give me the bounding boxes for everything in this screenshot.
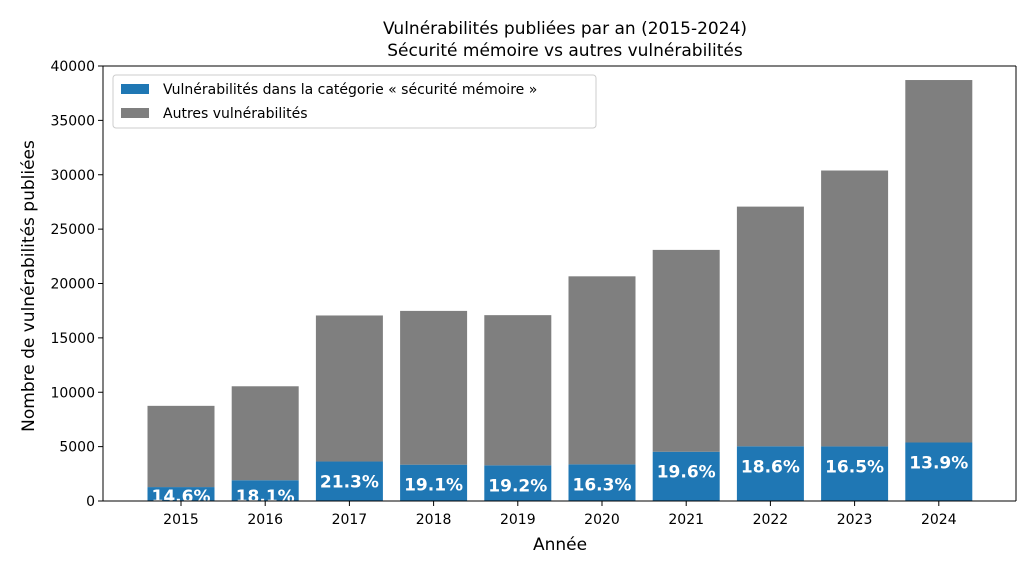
y-tick-label-35000: 35000 <box>50 113 95 129</box>
legend-swatch-1 <box>121 108 149 118</box>
bar-memory-safety-2020 <box>568 464 636 501</box>
bar-other-2016 <box>231 386 299 481</box>
y-tick-label-25000: 25000 <box>50 222 95 238</box>
bar-memory-safety-2019 <box>484 465 552 501</box>
x-axis-label: Année <box>533 535 587 555</box>
x-tick-label-2019: 2019 <box>500 512 536 528</box>
bar-other-2023 <box>821 170 889 447</box>
legend: Vulnérabilités dans la catégorie « sécur… <box>112 74 597 129</box>
bar-memory-safety-2018 <box>400 464 468 501</box>
bar-other-2015 <box>147 405 215 488</box>
bar-other-2021 <box>652 249 720 452</box>
legend-label-1: Autres vulnérabilités <box>163 106 308 122</box>
bar-memory-safety-2017 <box>315 461 383 501</box>
legend-swatch-0 <box>121 84 149 94</box>
bar-other-2018 <box>400 310 468 465</box>
x-tick-label-2015: 2015 <box>163 512 199 528</box>
percent-label-2023: 16.5% <box>825 457 884 477</box>
bar-memory-safety-2022 <box>736 446 804 501</box>
axes-layer: 0 5000 10000 15000 20000 25000 30000 35000 40000… <box>50 59 1017 528</box>
bar-memory-safety-2015 <box>147 487 215 501</box>
y-tick-label-5000: 5000 <box>59 440 95 456</box>
legend-label-0: Vulnérabilités dans la catégorie « sécur… <box>163 82 537 98</box>
bar-other-2019 <box>484 315 552 466</box>
bar-memory-safety-2021 <box>652 451 720 501</box>
percent-label-2022: 18.6% <box>741 457 800 477</box>
y-tick-label-20000: 20000 <box>50 277 95 293</box>
chart-subtitle: Sécurité mémoire vs autres vulnérabilité… <box>387 41 743 61</box>
percent-label-2019: 19.2% <box>488 476 547 496</box>
percent-label-2017: 21.3% <box>320 473 379 493</box>
bars-layer: 14.6% 18.1% 21.3% 19.1% 19.2% 16.3% 19.6% 18.6%… <box>147 80 973 507</box>
y-axis-label: Nombre de vulnérabilités publiées <box>19 140 39 432</box>
bar-other-2022 <box>736 206 804 447</box>
bar-memory-safety-2023 <box>821 446 889 501</box>
y-tick-label-10000: 10000 <box>50 385 95 401</box>
x-tick-label-2017: 2017 <box>332 512 368 528</box>
y-tick-label-30000: 30000 <box>50 168 95 184</box>
x-tick-label-2021: 2021 <box>668 512 704 528</box>
x-tick-label-2016: 2016 <box>247 512 283 528</box>
x-tick-label-2024: 2024 <box>921 512 957 528</box>
bar-other-2017 <box>315 315 383 462</box>
x-tick-label-2018: 2018 <box>416 512 452 528</box>
percent-label-2016: 18.1% <box>236 487 295 507</box>
y-tick-label-40000: 40000 <box>50 59 95 75</box>
x-tick-label-2023: 2023 <box>837 512 873 528</box>
bar-other-2020 <box>568 276 636 465</box>
percent-label-2024: 13.9% <box>909 453 968 473</box>
bar-memory-safety-2016 <box>231 480 299 501</box>
x-tick-label-2022: 2022 <box>753 512 789 528</box>
y-tick-label-0: 0 <box>86 494 95 510</box>
percent-label-2020: 16.3% <box>573 475 632 495</box>
percent-label-2021: 19.6% <box>657 463 716 483</box>
percent-label-2015: 14.6% <box>152 487 211 507</box>
x-tick-label-2020: 2020 <box>584 512 620 528</box>
bar-memory-safety-2024 <box>905 442 973 501</box>
bar-other-2024 <box>905 80 973 443</box>
legend-box <box>112 74 597 129</box>
y-tick-label-15000: 15000 <box>50 331 95 347</box>
percent-label-2018: 19.1% <box>404 476 463 496</box>
chart-title: Vulnérabilités publiées par an (2015-202… <box>383 19 747 39</box>
